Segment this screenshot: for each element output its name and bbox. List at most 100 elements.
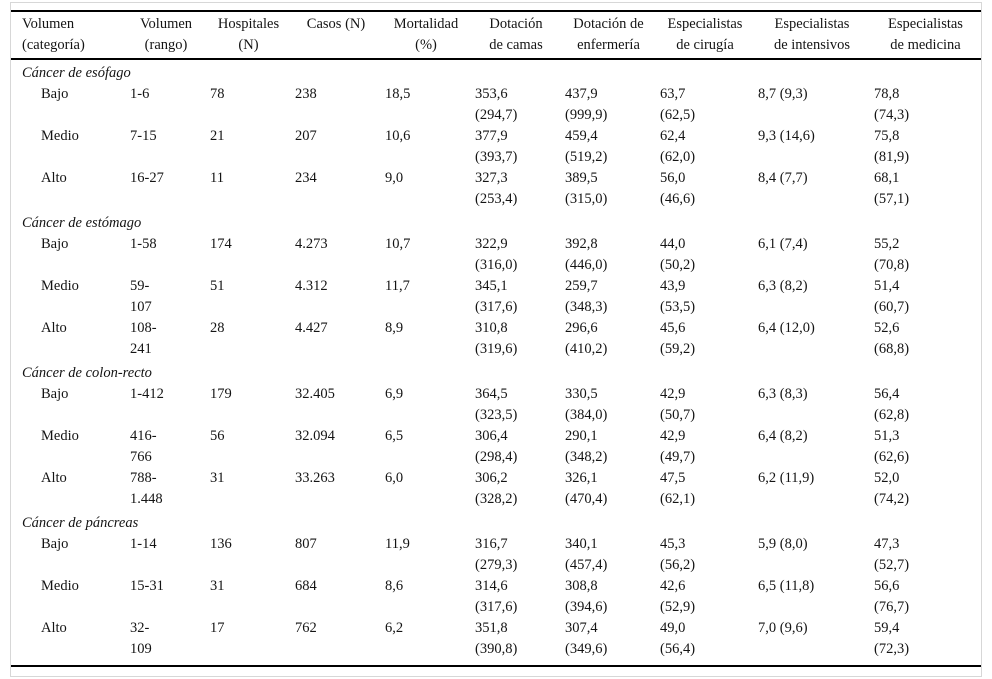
cell-line: (76,7) [874, 599, 910, 615]
table-cell: 351,8 (390,8) [471, 618, 561, 667]
cell-line: 307,4 [565, 620, 598, 636]
cell-line: (74,3) [874, 107, 910, 123]
table-cell: 63,7 (62,5) [656, 84, 754, 126]
cell-line: (70,8) [874, 257, 910, 273]
table-cell: 345,1 (317,6) [471, 276, 561, 318]
table-cell: 42,6 (52,9) [656, 576, 754, 618]
cell-line: 788- [130, 470, 157, 486]
table-row: Alto 16-27 11 234 9,0 327,3 (253,4) 389,5 (315,0… [11, 168, 981, 210]
cell-line: (56,4) [660, 641, 696, 657]
table-cell: 6,1 (7,4) [754, 234, 870, 276]
cell-line: 6,5 (11,8) [758, 578, 815, 594]
table-cell: Bajo [11, 84, 126, 126]
header-line: Mortalidad [393, 16, 459, 32]
table-cell: 17 [206, 618, 291, 667]
table-cell: 1-14 [126, 534, 206, 576]
cell-line: Alto [41, 620, 67, 636]
header-line: Hospitales [217, 16, 280, 32]
column-header-especialistas-intensivos: Especialistas de intensivos [754, 10, 870, 60]
cell-line: 17 [210, 620, 225, 636]
cell-line: 107 [130, 299, 152, 315]
cell-line: 32.405 [295, 386, 335, 402]
cell-line: 32- [130, 620, 150, 636]
table-row: Bajo 1-412 179 32.405 6,9 364,5 (323,5) 330,5 (3… [11, 384, 981, 426]
cell-line: 28 [210, 320, 225, 336]
table-cell: 11,9 [381, 534, 471, 576]
table-cell: 1-6 [126, 84, 206, 126]
header-line: Dotación de [573, 16, 644, 32]
cell-line: 6,5 [385, 428, 404, 444]
table-row: Medio 15-31 31 684 8,6 314,6 (317,6) 308,8 (394,… [11, 576, 981, 618]
cell-line: 21 [210, 128, 225, 144]
column-header-especialistas-cirugia: Especialistas de cirugía [656, 10, 754, 60]
cell-line: 6,3 (8,3) [758, 386, 808, 402]
cell-line: (53,5) [660, 299, 696, 315]
table-cell: 10,7 [381, 234, 471, 276]
table-cell: 290,1 (348,2) [561, 426, 656, 468]
cell-line: 33.263 [295, 470, 335, 486]
cell-line: (470,4) [565, 491, 608, 507]
table-cell: 684 [291, 576, 381, 618]
table-cell: 21 [206, 126, 291, 168]
table-cell: 68,1 (57,1) [870, 168, 981, 210]
table-cell: 238 [291, 84, 381, 126]
table-cell: 807 [291, 534, 381, 576]
table-cell: 389,5 (315,0) [561, 168, 656, 210]
table-cell: 4.273 [291, 234, 381, 276]
table-row: Medio 59- 107 51 4.312 11,7 345,1 (317,6) 259,7(… [11, 276, 981, 318]
table-cell: 7,0 (9,6) [754, 618, 870, 667]
cell-line: 6,9 [385, 386, 404, 402]
cell-line: (59,2) [660, 341, 696, 357]
table-cell: 364,5 (323,5) [471, 384, 561, 426]
cell-line: 437,9 [565, 86, 598, 102]
column-header-hospitales: Hospitales (N) [206, 10, 291, 60]
table-cell: 136 [206, 534, 291, 576]
cell-line: 10,6 [385, 128, 411, 144]
table-cell: 55,2 (70,8) [870, 234, 981, 276]
table-cell: 327,3 (253,4) [471, 168, 561, 210]
table-cell: 9,0 [381, 168, 471, 210]
cell-line: 4.273 [295, 236, 328, 252]
table-row: Medio 7-15 21 207 10,6 377,9 (393,7) 459,4 (519,… [11, 126, 981, 168]
cell-line: 353,6 [475, 86, 508, 102]
cell-line: 18,5 [385, 86, 411, 102]
cell-line: 6,1 (7,4) [758, 236, 808, 252]
section-title: Cáncer de colon-recto [22, 365, 152, 381]
table-cell: 8,4 (7,7) [754, 168, 870, 210]
column-header-dotacion-camas: Dotación de camas [471, 10, 561, 60]
cell-line: 174 [210, 236, 232, 252]
cell-line: 351,8 [475, 620, 508, 636]
cell-line: (253,4) [475, 191, 518, 207]
table-cell: 1-412 [126, 384, 206, 426]
cell-line: Medio [41, 128, 79, 144]
table-cell: 353,6 (294,7) [471, 84, 561, 126]
table-cell: 52,6 (68,8) [870, 318, 981, 360]
table-cell: 314,6 (317,6) [471, 576, 561, 618]
cell-line: (446,0) [565, 257, 608, 273]
table-row: Alto 108- 241 28 4.427 8,9 310,8 (319,6) 296,6 (4… [11, 318, 981, 360]
cell-line: 330,5 [565, 386, 598, 402]
cell-line: 15-31 [130, 578, 164, 594]
cell-line: 1-6 [130, 86, 150, 102]
cell-line: 8,7 (9,3) [758, 86, 808, 102]
cell-line: 9,3 (14,6) [758, 128, 815, 144]
section-title: Cáncer de páncreas [22, 515, 139, 531]
cell-line: (57,1) [874, 191, 910, 207]
table-cell: 6,4 (12,0) [754, 318, 870, 360]
cell-line: Bajo [41, 86, 69, 102]
table-cell: 45,3 (56,2) [656, 534, 754, 576]
header-line: Dotación [489, 16, 543, 32]
table-cell: 11,7 [381, 276, 471, 318]
table-row: Alto 788- 1.448 31 33.263 6,0 306,2 (328,2) 326,… [11, 468, 981, 510]
header-line: (%) [415, 37, 437, 53]
header-line: Casos (N) [306, 16, 366, 32]
table-cell: 326,1 (470,4) [561, 468, 656, 510]
cell-line: 108- [130, 320, 157, 336]
table-row: Bajo 1-14 136 807 11,9 316,7 (279,3) 340,1 (457,… [11, 534, 981, 576]
header-line: enfermería [577, 37, 640, 53]
cell-line: 8,6 [385, 578, 404, 594]
cell-line: (72,3) [874, 641, 910, 657]
cell-line: 766 [130, 449, 152, 465]
table-cell: 45,6 (59,2) [656, 318, 754, 360]
cell-line: 7-15 [130, 128, 157, 144]
